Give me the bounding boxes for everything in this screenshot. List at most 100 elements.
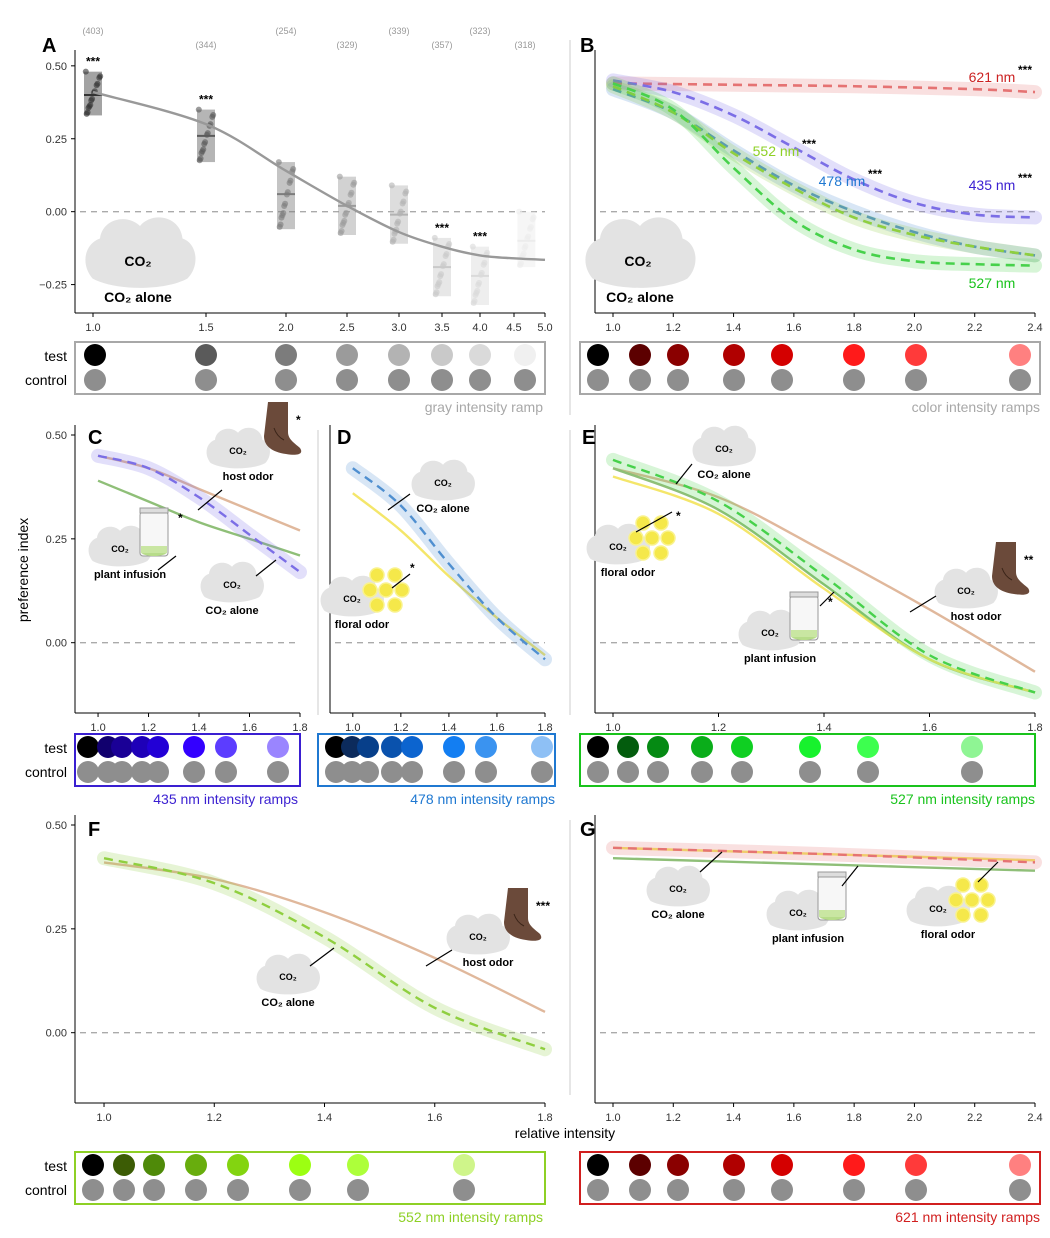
series-line-552-nm: [612, 85, 1036, 257]
x-tick-label: 1.2: [666, 1112, 681, 1124]
series-line-floral-odor: [352, 492, 546, 657]
data-point: [343, 209, 350, 216]
host-foot-icon: [991, 541, 1030, 596]
control-stimulus-dot: [731, 761, 753, 783]
co2-icon-label: CO₂: [789, 908, 807, 918]
control-stimulus-dot: [691, 761, 713, 783]
odor-label: CO₂ alone: [416, 503, 469, 515]
control-stimulus-dot: [215, 761, 237, 783]
data-point: [341, 217, 348, 224]
leader-line: [387, 493, 411, 511]
floral-flower-icon: [362, 567, 410, 613]
panel-letter-G: G: [580, 819, 596, 841]
x-tick-label: 1.4: [191, 722, 206, 734]
test-stimulus-dot: [1009, 344, 1031, 366]
control-stimulus-dot: [227, 1179, 249, 1201]
sample-size-label: (357): [431, 40, 452, 50]
test-stimulus-dot: [195, 344, 217, 366]
significance-marker: *: [676, 509, 681, 523]
x-tick-label: 1.2: [711, 722, 726, 734]
series-line-floral-odor: [612, 475, 1036, 694]
row-label-test: test: [44, 1158, 67, 1174]
control-stimulus-dot: [195, 369, 217, 391]
leader-line: [635, 511, 673, 533]
co2-icon-label: CO₂: [111, 544, 129, 554]
panel-letter-E: E: [582, 427, 595, 449]
data-point: [197, 155, 204, 162]
panel-F-axes: F 0.50 0.25 0.00 1.0 1.2 1.4 1.6 1.8 CO₂ CO₂ alone…: [46, 815, 553, 1124]
ramp-legend-G: 621 nm intensity ramps: [579, 1151, 1041, 1225]
x-tick-label: 1.8: [846, 322, 861, 334]
test-stimulus-dot: [147, 736, 169, 758]
x-tick-label: 2.0: [278, 322, 293, 334]
test-stimulus-dot: [629, 344, 651, 366]
co2-icon-label: CO₂: [929, 904, 947, 914]
test-stimulus-dot: [401, 736, 423, 758]
control-stimulus-dot: [771, 369, 793, 391]
test-stimulus-dot: [667, 1154, 689, 1176]
control-stimulus-dot: [617, 761, 639, 783]
test-stimulus-dot: [905, 1154, 927, 1176]
control-stimulus-dot: [185, 1179, 207, 1201]
control-stimulus-dot: [453, 1179, 475, 1201]
x-tick-label: 1.4: [726, 1112, 741, 1124]
series-label: 527 nm: [969, 275, 1016, 291]
x-tick-label: 1.8: [537, 1112, 552, 1124]
data-point: [200, 146, 207, 153]
data-point: [433, 289, 440, 296]
control-stimulus-dot: [475, 761, 497, 783]
test-stimulus-dot: [905, 344, 927, 366]
data-point: [204, 130, 211, 137]
data-point: [395, 218, 402, 225]
x-tick-label: 1.4: [726, 322, 741, 334]
plant-jar-icon: [817, 871, 847, 921]
odor-label: host odor: [223, 471, 274, 483]
data-point: [469, 243, 476, 250]
series-line-plant-infusion: [612, 857, 1036, 872]
series-band: [606, 76, 1042, 100]
data-point: [89, 95, 96, 102]
leader-line: [157, 555, 177, 571]
test-stimulus-dot: [453, 1154, 475, 1176]
test-stimulus-dot: [183, 736, 205, 758]
test-stimulus-dot: [341, 736, 363, 758]
control-stimulus-dot: [111, 761, 133, 783]
series-line-co-alone: [103, 857, 546, 1051]
test-stimulus-dot: [381, 736, 403, 758]
test-stimulus-dot: [531, 736, 553, 758]
ramp-box: [317, 733, 556, 787]
test-stimulus-dot: [731, 736, 753, 758]
caption-co2-alone: CO₂ alone: [104, 289, 172, 305]
control-stimulus-dot: [469, 369, 491, 391]
y-tick-label: 0.00: [46, 638, 67, 650]
data-point: [522, 243, 529, 250]
test-stimulus-dot: [111, 736, 133, 758]
ramp-box: [579, 341, 1041, 395]
series-line-fit: [92, 90, 546, 261]
data-point: [351, 179, 358, 186]
row-label-test: test: [44, 348, 67, 364]
sample-size-label: (329): [336, 40, 357, 50]
panel-D-axes: D 1.0 1.2 1.4 1.6 1.8 CO₂ CO₂ alone CO₂ floral od…: [320, 425, 553, 734]
data-point: [525, 233, 532, 240]
test-stimulus-dot: [289, 1154, 311, 1176]
control-stimulus-dot: [431, 369, 453, 391]
ramp-label: 527 nm intensity ramps: [890, 791, 1035, 807]
test-stimulus-dot: [77, 736, 99, 758]
control-stimulus-dot: [629, 1179, 651, 1201]
control-stimulus-dot: [325, 761, 347, 783]
row-label-test: test: [44, 740, 67, 756]
significance-marker: *: [296, 413, 301, 427]
test-stimulus-dot: [799, 736, 821, 758]
control-stimulus-dot: [905, 369, 927, 391]
significance-marker: ***: [86, 55, 100, 69]
host-foot-icon: [263, 401, 302, 456]
y-tick-label: 0.50: [46, 430, 67, 442]
control-stimulus-dot: [131, 761, 153, 783]
data-point: [436, 279, 443, 286]
data-point: [440, 261, 447, 268]
leader-line: [699, 851, 723, 873]
x-tick-label: 3.5: [434, 322, 449, 334]
series-line-527-nm: [612, 82, 1036, 267]
ramp-label: gray intensity ramp: [425, 399, 543, 415]
